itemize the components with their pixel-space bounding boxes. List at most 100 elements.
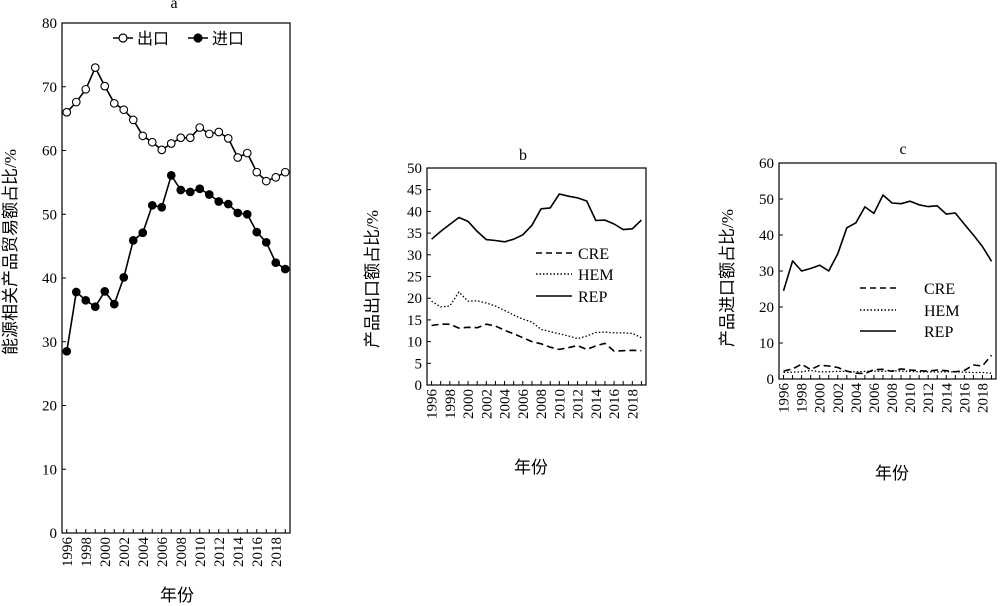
panel-a-series-2-point <box>252 227 262 237</box>
x-tick-label: 2012 <box>212 537 228 567</box>
panel-b-title: b <box>519 147 527 164</box>
x-tick-label: 2004 <box>849 383 865 414</box>
x-tick-label: 2006 <box>155 537 171 568</box>
x-tick-label: 2004 <box>136 537 152 568</box>
x-tick-label: 2010 <box>552 389 568 419</box>
panel-a-series-1-point <box>166 139 176 148</box>
panel-a-series-1-point <box>223 134 233 143</box>
panel-a-series-2-point <box>157 202 167 212</box>
panel-a-series-2-point <box>261 237 271 247</box>
panel-a-series-1-point <box>81 84 91 94</box>
y-tick-label: 30 <box>759 264 774 280</box>
panel-b-chart: b 产品出口额占比/% 年份 0 5 10 15 20 25 30 35 40 45 50 1996 1… <box>363 147 647 477</box>
x-tick-label: 2018 <box>625 389 641 419</box>
x-tick-label: 2006 <box>867 383 883 414</box>
y-tick-label: 10 <box>42 462 57 478</box>
panel-b-x-axis-label: 年份 <box>514 458 548 477</box>
panel-a-series-2-point <box>280 264 290 274</box>
panel-a-series-1-point <box>280 167 290 177</box>
x-tick-label: 2014 <box>231 537 247 568</box>
panel-c-frame <box>778 162 997 380</box>
panel-a-series-1-point <box>100 81 110 91</box>
y-tick-label: 25 <box>407 270 422 286</box>
panel-a-y-axis-label: 能源相关产品贸易额占比/% <box>1 149 20 355</box>
panel-c-series-line-1 <box>783 354 993 375</box>
panel-a-series-2-point <box>128 236 138 245</box>
y-tick-label: 45 <box>407 183 422 199</box>
x-tick-label: 2000 <box>813 383 829 413</box>
panel-a-series-1-point <box>176 133 186 143</box>
x-tick-label: 2014 <box>589 389 605 420</box>
panel-a-series-1-point <box>138 131 148 141</box>
panel-a-series-2-point <box>176 185 186 195</box>
panel-a-series-1-point <box>71 97 81 107</box>
panel-a-chart: a 能源相关产品贸易额占比/% 年份 0 10 20 30 40 50 60 70 80 1996… <box>1 0 291 605</box>
panel-a-series-2-point <box>271 258 281 268</box>
panel-a-series-1-point <box>62 107 72 117</box>
panel-a-series-1-point <box>233 153 243 162</box>
panel-a-series-2-point <box>204 190 214 199</box>
panel-a-series-1-point <box>128 115 138 125</box>
y-tick-label: 40 <box>42 271 57 287</box>
panel-a-series-1-point <box>252 167 262 177</box>
x-tick-label: 2000 <box>461 389 477 419</box>
panel-a-series-1-point <box>214 127 224 137</box>
panel-a-series-2-point <box>119 273 129 282</box>
x-tick-label: 2012 <box>921 383 937 413</box>
x-tick-label: 2016 <box>957 383 973 414</box>
panel-a-series-1-point <box>261 176 271 186</box>
panel-a-legend: 出口 进口 <box>113 30 244 48</box>
x-tick-label: 1998 <box>795 383 811 413</box>
y-tick-label: 20 <box>407 291 422 307</box>
panel-a-series-1-point <box>109 98 119 108</box>
panel-a-legend-label-1: 出口 <box>137 30 169 48</box>
panel-a-legend-label-2: 进口 <box>212 30 244 48</box>
panel-a-series-2-point <box>223 199 233 209</box>
panel-a-series-line-2 <box>66 174 286 352</box>
x-tick-label: 2004 <box>498 389 514 420</box>
x-tick-label: 1996 <box>777 383 793 414</box>
y-tick-label: 10 <box>407 335 422 351</box>
y-tick-label: 50 <box>407 161 422 177</box>
y-tick-label: 80 <box>42 16 57 32</box>
x-tick-label: 2010 <box>193 537 209 567</box>
x-tick-label: 1996 <box>425 389 441 420</box>
y-tick-label: 0 <box>767 372 775 388</box>
x-tick-label: 2012 <box>571 389 587 419</box>
panel-a-series-1-point <box>147 137 157 147</box>
y-tick-label: 15 <box>407 313 422 329</box>
y-tick-label: 40 <box>407 204 422 220</box>
y-tick-label: 30 <box>42 335 57 351</box>
legend-open-marker-icon <box>118 33 128 43</box>
y-tick-label: 20 <box>42 399 57 415</box>
y-tick-label: 10 <box>759 336 774 352</box>
panel-b-legend-label-1: CRE <box>578 246 609 263</box>
panel-b-legend: CRE HEM REP <box>536 246 614 306</box>
panel-c-legend-label-1: CRE <box>924 281 955 298</box>
panel-c-legend: CRE HEM REP <box>860 281 960 341</box>
panel-b-series-line-1 <box>431 323 642 352</box>
x-tick-label: 2006 <box>516 389 532 420</box>
panel-a-series-2-point <box>81 295 91 305</box>
x-tick-label: 2008 <box>534 389 550 419</box>
x-tick-label: 2016 <box>607 389 623 420</box>
panel-c-plot-area: 0 10 20 30 40 50 60 1996 1998 2000 2002 2004 2006 200… <box>759 156 997 414</box>
panel-b-series-line-3 <box>431 193 642 243</box>
y-tick-label: 50 <box>759 192 774 208</box>
panel-a-series-2-point <box>185 187 195 197</box>
panel-b-legend-label-2: HEM <box>578 267 614 284</box>
panel-a-series-2-point <box>166 171 176 180</box>
panel-a-series-2-point <box>242 209 252 219</box>
panel-a-series-1-point <box>242 148 252 158</box>
panel-c-series-line-3 <box>782 194 993 292</box>
y-tick-label: 30 <box>407 248 422 264</box>
panel-a-series-1-point <box>185 133 195 143</box>
panel-a-title: a <box>170 0 177 12</box>
panel-a-series-1-point <box>195 123 205 132</box>
panel-c-title: c <box>899 141 906 158</box>
y-tick-label: 0 <box>50 526 58 542</box>
x-tick-label: 2010 <box>903 383 919 413</box>
y-tick-label: 60 <box>759 156 774 172</box>
x-tick-label: 2008 <box>885 383 901 413</box>
